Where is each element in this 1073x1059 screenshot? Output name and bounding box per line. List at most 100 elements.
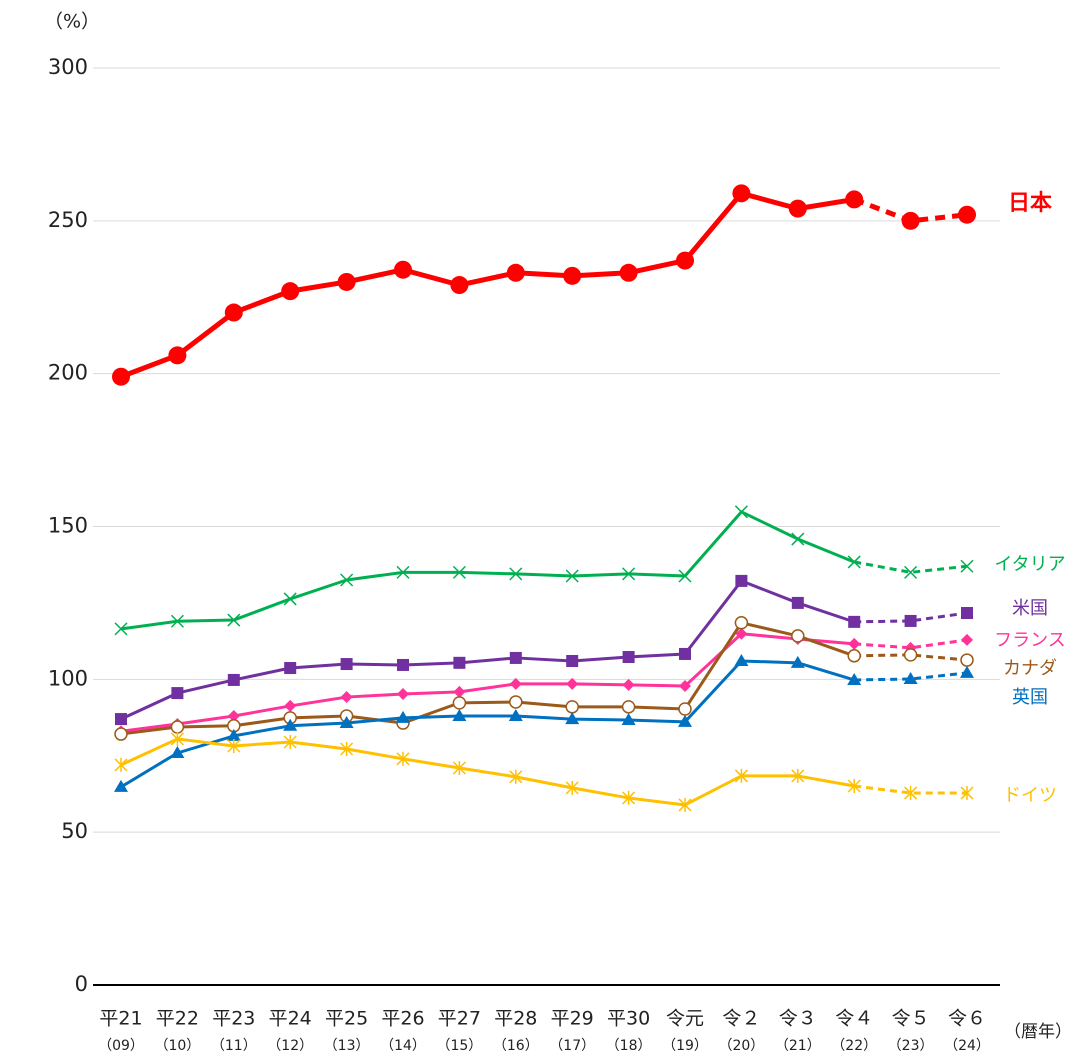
marker: [791, 532, 805, 546]
marker: [396, 710, 410, 723]
marker: [847, 649, 861, 663]
marker: [622, 790, 636, 805]
series-label: 米国: [1012, 598, 1048, 619]
y-tick-label: 150: [48, 514, 88, 538]
x-tick-label: 平28: [494, 1008, 537, 1030]
marker: [566, 654, 579, 667]
marker: [676, 251, 694, 270]
x-tick-sublabel: （13）: [324, 1038, 370, 1054]
marker: [563, 266, 582, 285]
marker: [226, 728, 241, 741]
x-tick-label: 平30: [607, 1008, 650, 1030]
series-label: カナダ: [1003, 658, 1057, 679]
marker: [281, 282, 300, 301]
x-tick-sublabel: （21）: [775, 1038, 821, 1054]
x-tick-sublabel: （10）: [154, 1038, 200, 1054]
marker: [340, 573, 354, 587]
marker: [283, 718, 298, 731]
marker: [960, 665, 974, 678]
marker: [565, 569, 579, 583]
marker: [340, 691, 353, 704]
marker: [337, 272, 356, 291]
marker: [509, 769, 523, 784]
marker: [396, 565, 410, 579]
series-label: イタリア: [994, 554, 1065, 575]
marker: [848, 637, 861, 650]
marker: [339, 716, 354, 729]
marker: [678, 702, 692, 716]
marker: [904, 614, 917, 627]
x-tick-label: 平23: [212, 1008, 255, 1030]
marker: [847, 672, 862, 685]
marker: [114, 622, 128, 636]
marker: [791, 629, 805, 643]
series-line: [120, 632, 855, 733]
series-label: 日本: [1008, 191, 1052, 216]
marker: [960, 786, 974, 801]
x-tick-sublabel: （11）: [211, 1038, 257, 1054]
marker: [224, 303, 243, 322]
marker: [114, 779, 128, 792]
marker: [679, 680, 691, 693]
marker: [735, 574, 748, 587]
marker: [734, 768, 748, 783]
marker: [168, 346, 187, 365]
marker: [452, 709, 467, 722]
series-line: [120, 579, 855, 721]
marker: [170, 731, 184, 746]
marker: [734, 653, 749, 666]
marker: [396, 751, 410, 766]
series-line-dashed: [853, 560, 968, 574]
marker: [619, 263, 638, 282]
marker: [901, 211, 920, 230]
marker: [397, 688, 409, 701]
series-line: [120, 737, 855, 807]
x-tick-sublabel: （20）: [718, 1038, 764, 1054]
marker: [340, 658, 353, 671]
marker: [566, 677, 579, 690]
marker: [961, 633, 973, 646]
x-tick-sublabel: （17）: [549, 1038, 595, 1054]
y-tick-label: 300: [48, 55, 88, 79]
x-tick-sublabel: （18）: [606, 1038, 652, 1054]
x-tick-sublabel: （14）: [380, 1038, 426, 1054]
marker: [960, 653, 974, 667]
x-tick-sublabel: （24）: [944, 1038, 990, 1054]
x-tick-label: 平22: [156, 1008, 199, 1030]
marker: [791, 768, 805, 783]
x-tick-sublabel: （12）: [267, 1038, 313, 1054]
marker: [394, 260, 412, 279]
marker: [904, 786, 918, 801]
x-tick-sublabel: （19）: [662, 1038, 708, 1054]
marker: [284, 699, 297, 712]
marker: [788, 199, 807, 218]
x-tick-label: 平25: [325, 1008, 368, 1030]
marker: [565, 712, 580, 725]
x-tick-label: 平26: [381, 1008, 424, 1030]
marker: [622, 678, 635, 691]
marker: [509, 695, 523, 709]
marker: [509, 651, 522, 664]
marker: [171, 687, 184, 700]
y-tick-label: 50: [61, 819, 88, 843]
marker: [227, 673, 240, 686]
marker: [678, 714, 692, 727]
series-line-dashed: [854, 638, 968, 650]
marker: [170, 745, 185, 758]
y-tick-label: 100: [48, 666, 88, 690]
marker: [170, 720, 185, 734]
series-line: [120, 190, 855, 380]
x-tick-label: 平29: [551, 1008, 594, 1030]
x-tick-label: 令６: [948, 1008, 986, 1030]
marker: [732, 184, 751, 203]
series-line-dashed: [854, 611, 968, 624]
x-tick-label: 平24: [269, 1008, 312, 1030]
series-label: 英国: [1012, 687, 1048, 708]
marker: [903, 672, 918, 685]
x-tick-label: 令３: [779, 1008, 817, 1030]
x-tick-label: 令２: [722, 1008, 760, 1030]
marker: [622, 567, 636, 581]
marker: [791, 596, 804, 609]
marker: [340, 742, 354, 757]
